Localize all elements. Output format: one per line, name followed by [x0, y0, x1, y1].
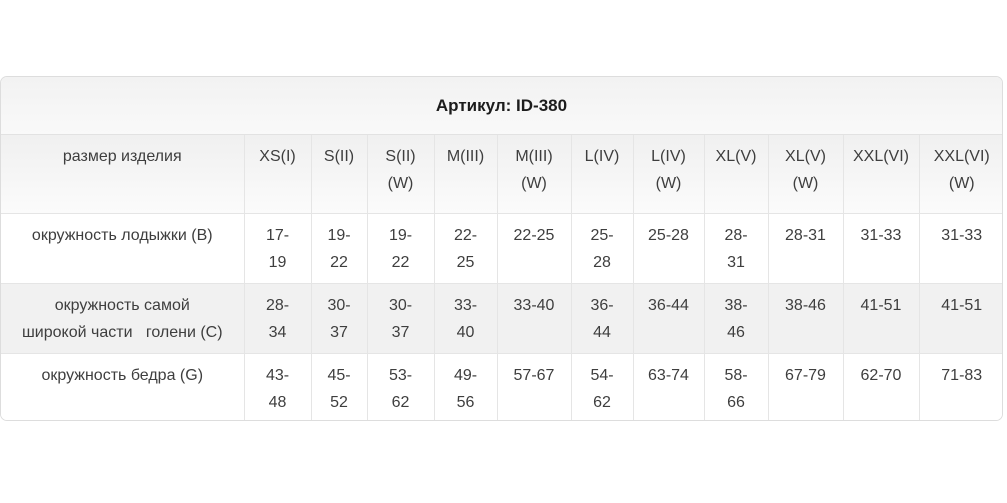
table-cell: 63-74: [632, 352, 704, 420]
column-header-l-w: L(IV) (W): [632, 135, 704, 213]
table-cell: 67-79: [767, 352, 843, 420]
column-header-xxl-w: XXL(VI) (W): [918, 135, 1002, 213]
table-cell: 28-31: [767, 212, 843, 283]
table-cell: 71-83: [918, 352, 1002, 420]
table-cell: 31-33: [842, 212, 919, 283]
table-cell: 62-70: [842, 352, 919, 420]
table-cell: 33- 40: [433, 282, 497, 353]
table-cell: 25-28: [632, 212, 704, 283]
size-table: размер изделия XS(I) S(II) S(II) (W) M(I…: [1, 135, 1002, 420]
table-cell: 45- 52: [310, 352, 367, 420]
table-cell: 43- 48: [243, 352, 311, 420]
size-chart-table: Артикул: ID-380 размер изделия XS(I) S(I…: [0, 76, 1003, 421]
table-cell: 28- 34: [243, 282, 311, 353]
table-cell: 41-51: [918, 282, 1002, 353]
table-cell: 22- 25: [433, 212, 497, 283]
column-header-size-label: размер изделия: [1, 135, 244, 213]
table-cell: 25- 28: [570, 212, 633, 283]
table-cell: 19- 22: [366, 212, 434, 283]
column-header-l: L(IV): [570, 135, 633, 213]
table-cell: 53- 62: [366, 352, 434, 420]
table-cell: 54- 62: [570, 352, 633, 420]
table-cell: 22-25: [496, 212, 571, 283]
row-label: окружность бедра (G): [1, 352, 244, 420]
table-cell: 49- 56: [433, 352, 497, 420]
column-header-s: S(II): [310, 135, 367, 213]
table-cell: 28- 31: [703, 212, 768, 283]
table-cell: 57-67: [496, 352, 571, 420]
table-cell: 17- 19: [243, 212, 311, 283]
column-header-xxl: XXL(VI): [842, 135, 919, 213]
table-cell: 33-40: [496, 282, 571, 353]
header-row: размер изделия XS(I) S(II) S(II) (W) M(I…: [1, 135, 1002, 213]
column-header-xl-w: XL(V) (W): [767, 135, 843, 213]
table-cell: 19- 22: [310, 212, 367, 283]
table-row-calf: окружность самой широкой части голени (C…: [1, 282, 1002, 353]
column-header-xs: XS(I): [243, 135, 311, 213]
table-cell: 38- 46: [703, 282, 768, 353]
table-cell: 58- 66: [703, 352, 768, 420]
table-cell: 36- 44: [570, 282, 633, 353]
table-cell: 31-33: [918, 212, 1002, 283]
table-cell: 30- 37: [366, 282, 434, 353]
row-label: окружность лодыжки (B): [1, 212, 244, 283]
column-header-s-w: S(II) (W): [366, 135, 434, 213]
table-cell: 38-46: [767, 282, 843, 353]
table-cell: 30- 37: [310, 282, 367, 353]
table-cell: 36-44: [632, 282, 704, 353]
column-header-m: M(III): [433, 135, 497, 213]
column-header-xl: XL(V): [703, 135, 768, 213]
table-row-hip: окружность бедра (G) 43- 48 45- 52 53- 6…: [1, 352, 1002, 420]
column-header-m-w: M(III) (W): [496, 135, 571, 213]
table-title: Артикул: ID-380: [1, 77, 1002, 135]
row-label: окружность самой широкой части голени (C…: [1, 282, 244, 353]
table-row-ankle: окружность лодыжки (B) 17- 19 19- 22 19-…: [1, 212, 1002, 283]
table-cell: 41-51: [842, 282, 919, 353]
